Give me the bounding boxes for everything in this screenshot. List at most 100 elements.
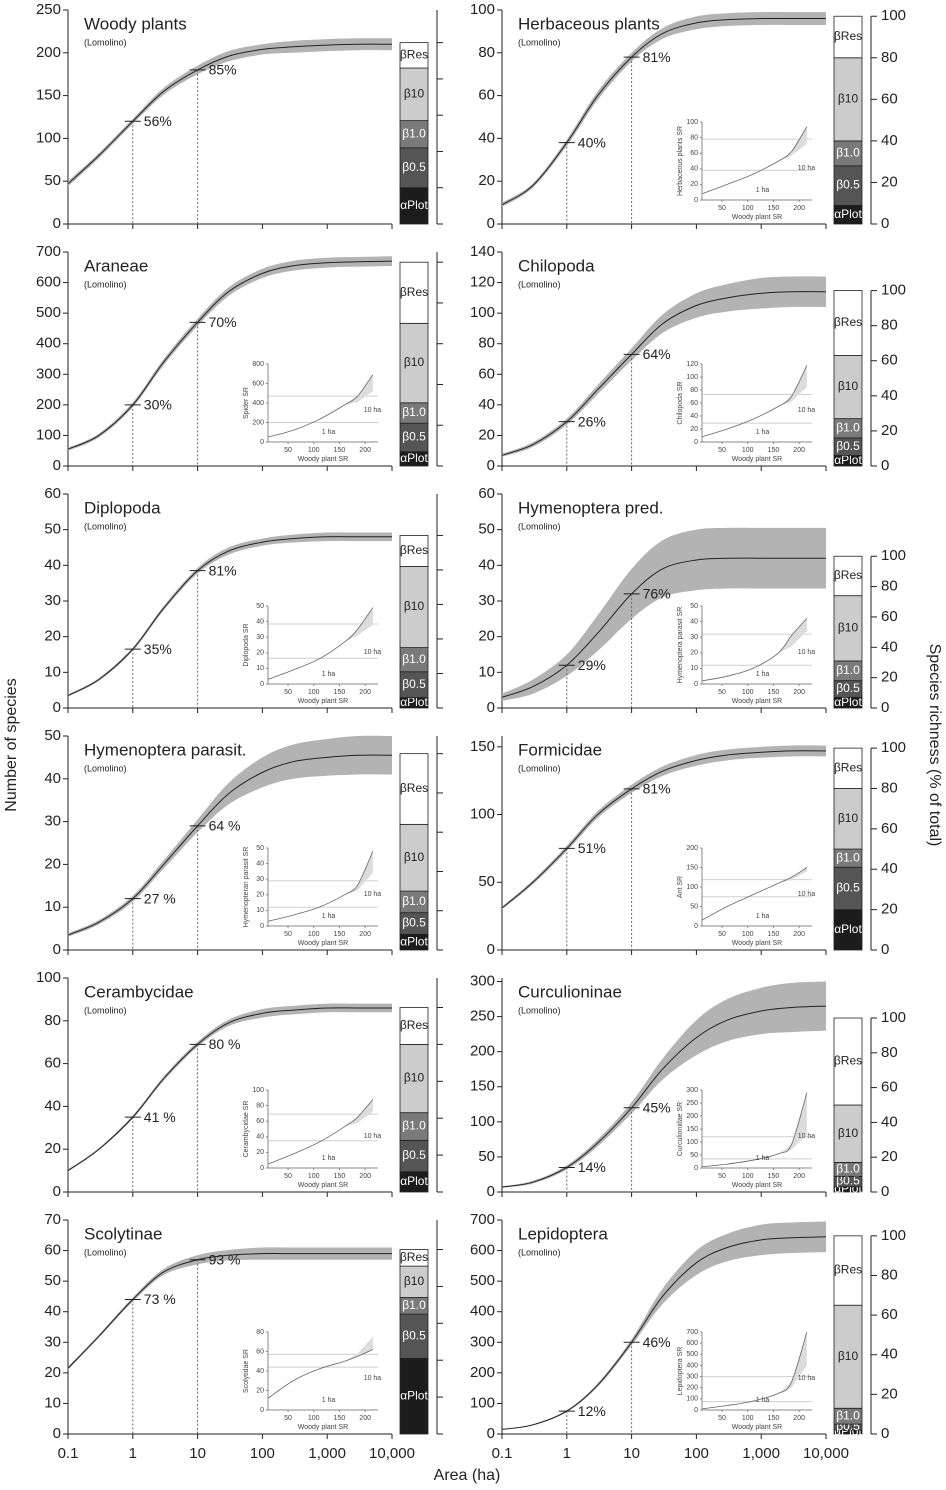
- y-tick-label: 500: [470, 1272, 495, 1289]
- y-tick-label: 100: [470, 304, 495, 321]
- inset-y-tick-label: 100: [686, 884, 698, 891]
- inset-x-tick-label: 50: [718, 931, 726, 938]
- y-tick-label: 20: [44, 1140, 61, 1157]
- inset-y-tick-label: 50: [690, 903, 698, 910]
- x-tick-label: 0.1: [58, 1445, 79, 1462]
- y-tick-label: 400: [470, 1303, 495, 1320]
- inset-y-tick-label: 40: [256, 1134, 264, 1141]
- annotation-label: 26%: [578, 413, 606, 429]
- inset-y-tick-label: 0: [694, 1407, 698, 1414]
- y-tick-label: 0: [487, 1183, 495, 1200]
- x-tick-label: 1,000: [308, 1445, 346, 1462]
- y-tick-label: 60: [44, 1055, 61, 1072]
- inset-band: [344, 374, 373, 405]
- annotation-label: 14%: [578, 1159, 606, 1175]
- inset-x-tick-label: 50: [718, 1415, 726, 1422]
- partition-label: αPlot: [834, 207, 862, 221]
- inset-x-title: Woody plant SR: [732, 940, 782, 947]
- y2-tick-label: 0: [881, 699, 889, 716]
- partition-label: β10: [838, 620, 859, 634]
- y-tick-label: 80: [478, 335, 495, 352]
- inset-x-tick-label: 200: [793, 447, 805, 454]
- inset-y-tick-label: 150: [686, 864, 698, 871]
- y-tick-label: 50: [44, 1272, 61, 1289]
- panel-title: Lepidoptera: [518, 1224, 608, 1243]
- partition-label: β10: [404, 355, 425, 369]
- inset-note: 1 ha: [756, 429, 770, 436]
- partition-label: β10: [838, 379, 859, 393]
- y-tick-label: 200: [36, 396, 61, 413]
- y-tick-label: 30: [44, 813, 61, 830]
- inset-y-tick-label: 0: [260, 1407, 264, 1414]
- inset-curve: [701, 1331, 808, 1410]
- annotation-label: 27 %: [144, 890, 176, 906]
- inset-x-tick-label: 200: [359, 1415, 371, 1422]
- y2-tick-label: 40: [881, 638, 898, 655]
- panel-title: Woody plants: [84, 14, 187, 33]
- inset-y-tick-label: 60: [690, 150, 698, 157]
- inset-x-title: Woody plant SR: [732, 456, 782, 463]
- inset-x-tick-label: 200: [793, 689, 805, 696]
- partition-segment: [833, 165, 863, 206]
- y-tick-label: 100: [36, 969, 61, 986]
- partition-segment: [833, 1235, 863, 1306]
- partition-label: β0.5: [402, 916, 426, 930]
- partition-segment: [399, 753, 429, 825]
- inset-x-tick-label: 50: [718, 689, 726, 696]
- confidence-band: [502, 527, 826, 701]
- inset-note: 1 ha: [322, 429, 336, 436]
- annotation-label: 56%: [144, 113, 172, 129]
- y2-tick-label: 20: [881, 422, 898, 439]
- inset-y-tick-label: 80: [256, 1329, 264, 1336]
- confidence-band: [68, 532, 392, 697]
- y-tick-label: 100: [470, 1394, 495, 1411]
- partition-label: β1.0: [836, 146, 860, 160]
- y-tick-label: 140: [470, 243, 495, 260]
- inset-note: 1 ha: [322, 1397, 336, 1404]
- inset-x-title: Woody plant SR: [298, 1182, 348, 1189]
- curve: [501, 291, 827, 456]
- partition-label: β1.0: [836, 420, 860, 434]
- inset-y-tick-label: 20: [256, 1149, 264, 1156]
- inset-x-tick-label: 200: [793, 1173, 805, 1180]
- inset-x-title: Woody plant SR: [298, 698, 348, 705]
- partition-segment: [833, 866, 863, 911]
- inset-x-tick-label: 50: [284, 689, 292, 696]
- y2-tick-label: 40: [881, 387, 898, 404]
- partition-segment: [833, 140, 863, 167]
- inset-curve: [701, 365, 808, 438]
- inset-y-tick-label: 200: [686, 1113, 698, 1120]
- inset-x-tick-label: 150: [334, 1415, 346, 1422]
- inset-y-tick-label: 100: [686, 1396, 698, 1403]
- y-tick-label: 100: [470, 1113, 495, 1130]
- inset-curve: [701, 1092, 808, 1168]
- y-tick-label: 0: [53, 457, 61, 474]
- inset-note: 10 ha: [798, 1133, 816, 1140]
- inset-y-tick-label: 30: [256, 876, 264, 883]
- y2-tick-label: 20: [881, 1385, 898, 1402]
- partition-segment: [399, 1112, 429, 1141]
- inset-y-tick-label: 40: [690, 166, 698, 173]
- y-tick-label: 40: [44, 1097, 61, 1114]
- partition-segment: [399, 1249, 429, 1267]
- y-tick-label: 20: [478, 426, 495, 443]
- inset-curve: [701, 867, 808, 921]
- partition-segment: [399, 1357, 429, 1435]
- y-tick-label: 0: [53, 1425, 61, 1442]
- inset-y-tick-label: 200: [686, 1385, 698, 1392]
- y-tick-label: 300: [470, 972, 495, 989]
- x-tick-label: 10: [189, 1445, 206, 1462]
- partition-label: βRes: [834, 1054, 862, 1068]
- y-tick-label: 50: [44, 727, 61, 744]
- curve: [501, 557, 826, 698]
- inset-x-tick-label: 100: [308, 447, 320, 454]
- y-tick-label: 50: [478, 1148, 495, 1165]
- curve: [501, 17, 826, 206]
- partition-label: αPlot: [834, 453, 862, 467]
- annotation-label: 81%: [643, 781, 671, 797]
- partition-label: αPlot: [834, 922, 862, 936]
- inset-y-tick-label: 0: [694, 681, 698, 688]
- inset-y-tick-label: 700: [686, 1329, 698, 1336]
- inset-y-tick-label: 80: [690, 134, 698, 141]
- y2-tick-label: 80: [881, 49, 898, 66]
